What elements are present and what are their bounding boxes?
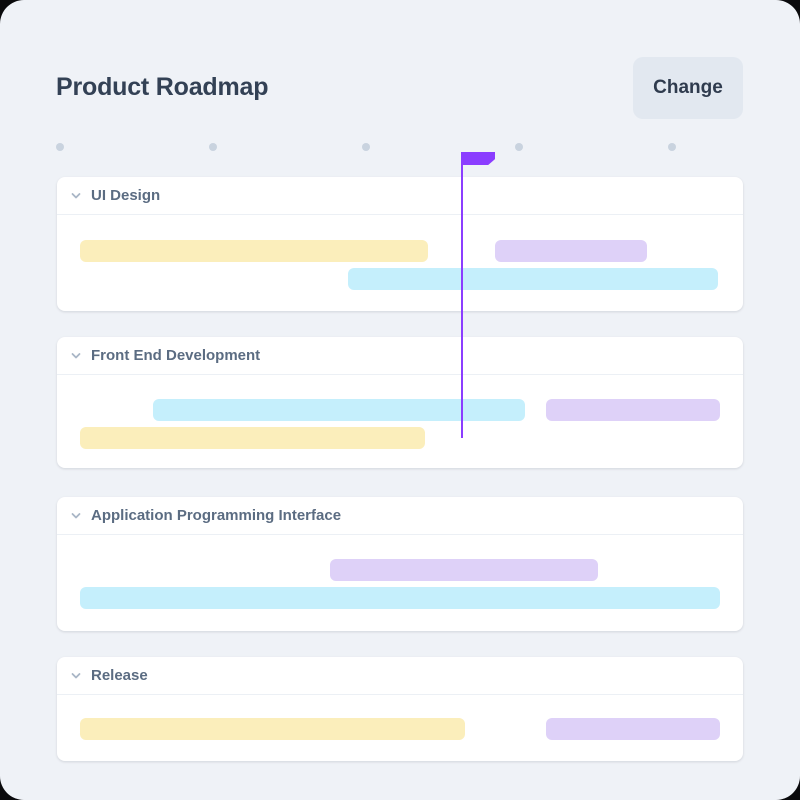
timeline-dot: [515, 143, 523, 151]
change-button[interactable]: Change: [633, 57, 743, 119]
section-header[interactable]: Front End Development: [57, 337, 743, 375]
task-bar-cyan[interactable]: [348, 268, 718, 290]
section-header[interactable]: Release: [57, 657, 743, 695]
timeline-dot: [362, 143, 370, 151]
task-bar-yellow[interactable]: [80, 427, 425, 449]
playhead-flag-icon[interactable]: [461, 152, 495, 165]
chevron-down-icon[interactable]: [70, 510, 82, 522]
timeline-dot: [209, 143, 217, 151]
chevron-down-icon[interactable]: [70, 190, 82, 202]
section-label: Application Programming Interface: [91, 507, 342, 524]
task-bar-lavender[interactable]: [546, 718, 720, 740]
section-label: Front End Development: [91, 347, 261, 364]
section-header[interactable]: UI Design: [57, 177, 743, 215]
playhead-line: [461, 152, 463, 438]
task-bar-yellow[interactable]: [80, 718, 465, 740]
page-title: Product Roadmap: [56, 73, 269, 101]
section-card: Application Programming Interface: [57, 497, 743, 631]
timeline-dot: [668, 143, 676, 151]
section-card: Release: [57, 657, 743, 761]
section-label: Release: [91, 667, 148, 684]
task-bar-lavender[interactable]: [546, 399, 720, 421]
task-bar-cyan[interactable]: [80, 587, 720, 609]
task-bar-lavender[interactable]: [495, 240, 647, 262]
task-bar-lavender[interactable]: [330, 559, 598, 581]
task-bar-yellow[interactable]: [80, 240, 428, 262]
section-label: UI Design: [91, 187, 161, 204]
section-card: Front End Development: [57, 337, 743, 468]
section-card: UI Design: [57, 177, 743, 311]
chevron-down-icon[interactable]: [70, 350, 82, 362]
timeline-dot: [56, 143, 64, 151]
task-bar-cyan[interactable]: [153, 399, 525, 421]
chevron-down-icon[interactable]: [70, 670, 82, 682]
section-header[interactable]: Application Programming Interface: [57, 497, 743, 535]
